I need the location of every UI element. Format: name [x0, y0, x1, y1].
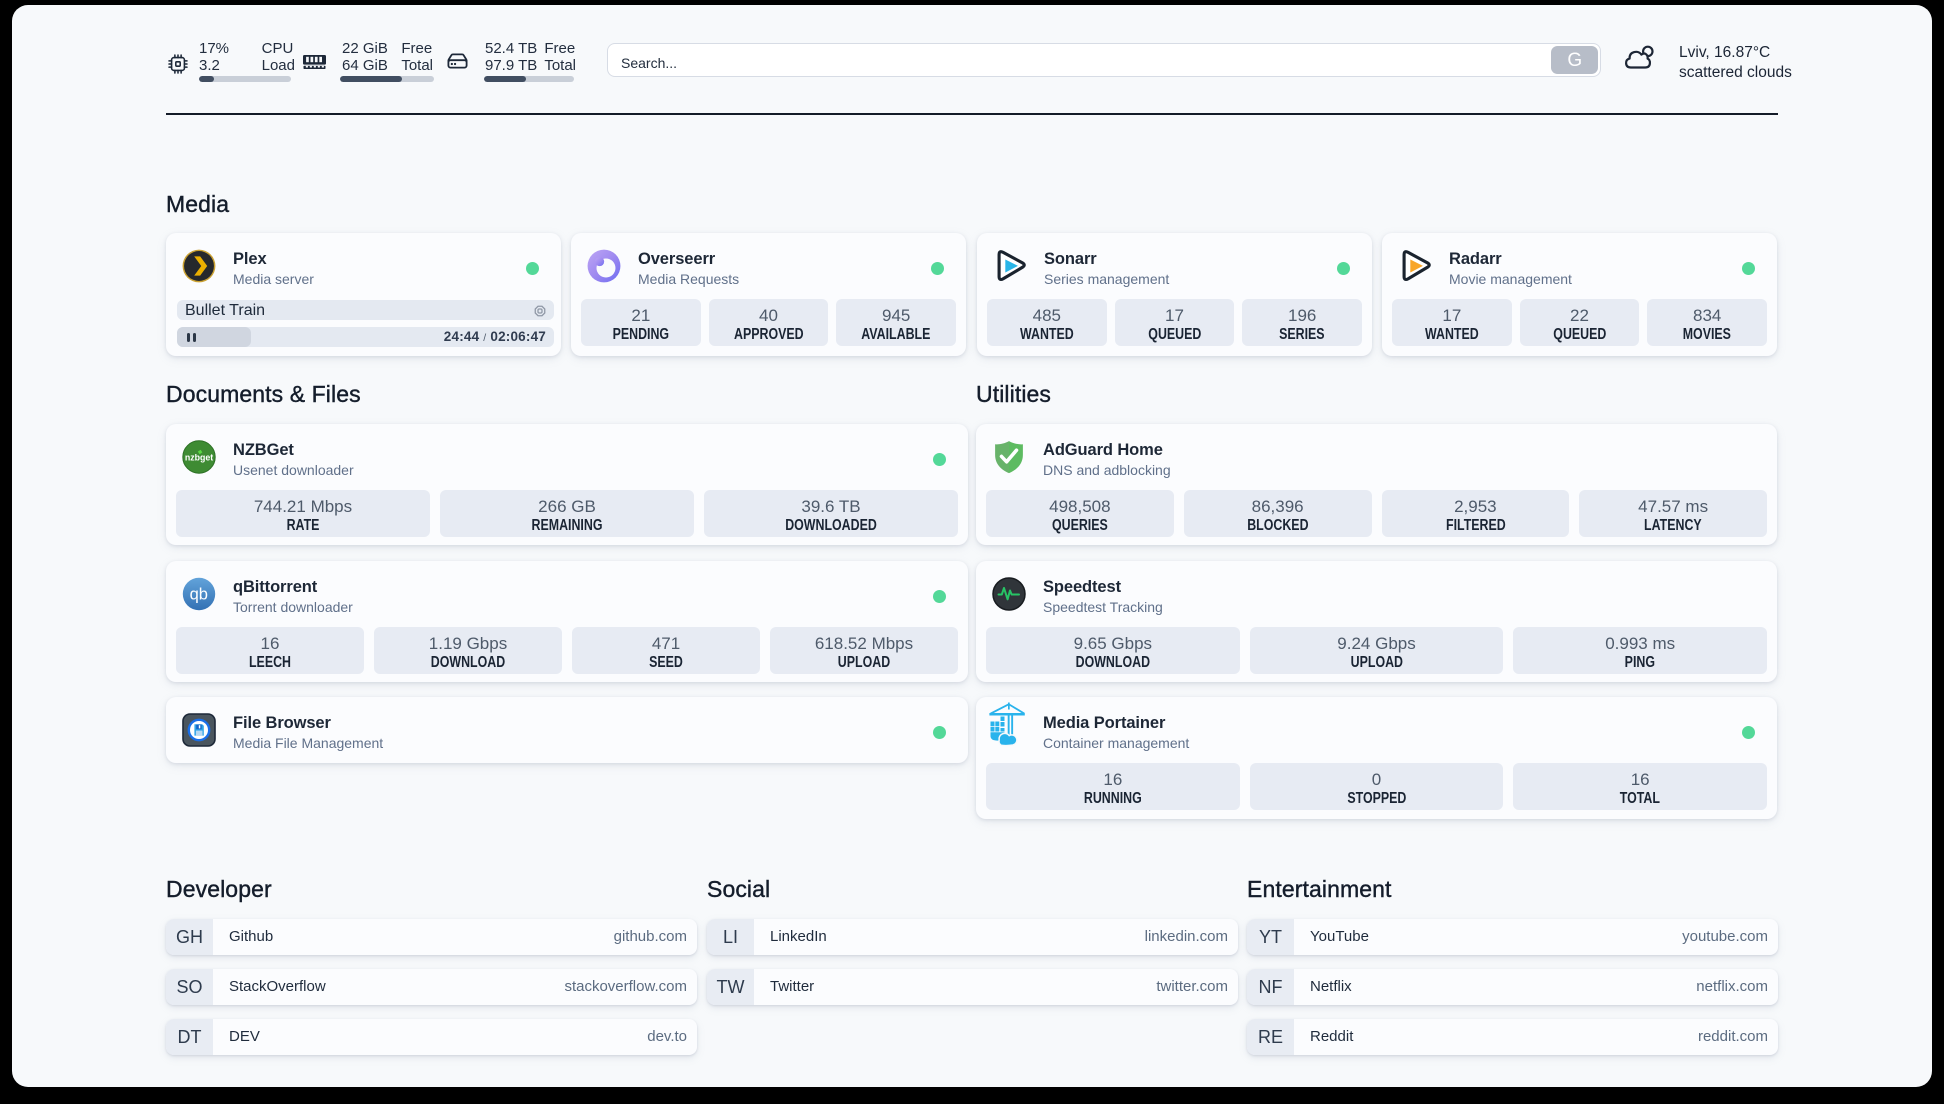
svg-text:qb: qb: [190, 585, 208, 603]
svg-text:nzbget: nzbget: [185, 452, 213, 462]
